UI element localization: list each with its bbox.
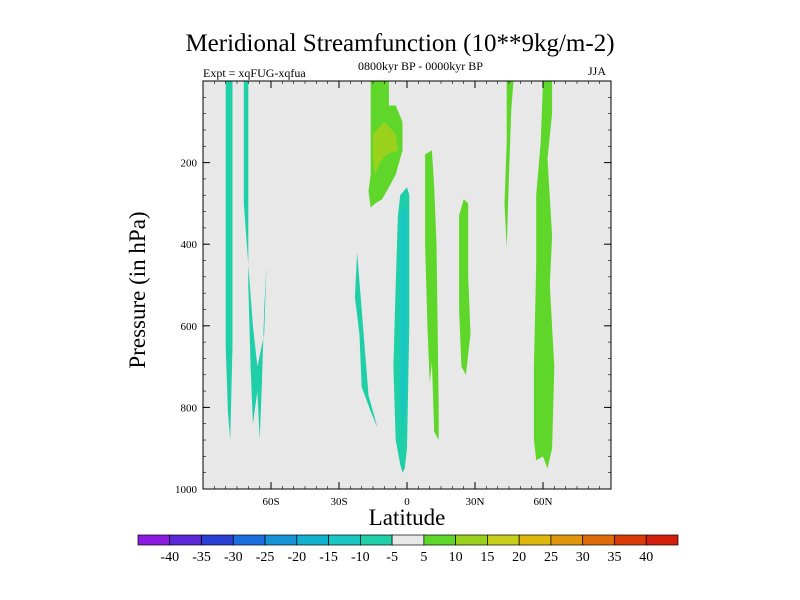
colorbar-swatch <box>645 534 679 546</box>
colorbar-swatch <box>137 534 171 546</box>
colorbar-swatch <box>360 534 393 546</box>
contour-region <box>425 150 439 440</box>
colorbar-label: -5 <box>386 550 398 565</box>
x-axis-label: Latitude <box>368 505 446 530</box>
colorbar-label: -20 <box>287 550 306 565</box>
colorbar-swatch <box>391 534 425 546</box>
colorbar-label: 30 <box>576 550 590 565</box>
colorbar-swatch <box>550 534 584 546</box>
x-tick-label: 30N <box>466 496 485 508</box>
contour-region <box>225 81 233 440</box>
experiment-label: Expt = xqFUG-xqfua <box>203 66 306 80</box>
colorbar-label: -40 <box>160 550 179 565</box>
y-tick-label: 600 <box>181 321 198 333</box>
y-tick-label: 1000 <box>175 484 198 496</box>
contour-region <box>533 81 555 469</box>
colorbar-swatch <box>296 534 329 546</box>
chart-title: Meridional Streamfunction (10**9kg/m-2) <box>185 30 615 57</box>
colorbar-swatch <box>455 534 488 546</box>
colorbar-swatch <box>614 534 647 546</box>
colorbar-swatch <box>582 534 615 546</box>
season-label: JJA <box>588 64 607 78</box>
colorbar-swatch <box>232 534 266 546</box>
colorbar-swatch <box>169 534 202 546</box>
x-tick-label: 60S <box>262 496 279 508</box>
colorbar-swatch <box>487 534 520 546</box>
x-tick-label: 60N <box>534 496 553 508</box>
colorbar-label: 15 <box>480 550 494 565</box>
colorbar-label: 40 <box>639 550 653 565</box>
colorbar-swatch <box>328 534 361 546</box>
colorbar-swatch <box>423 534 456 546</box>
colorbar-label: -10 <box>351 550 370 565</box>
contour-region <box>400 203 407 432</box>
y-tick-label: 800 <box>181 402 198 414</box>
colorbar-label: 25 <box>544 550 558 565</box>
colorbar-label: -25 <box>256 550 275 565</box>
contour-region <box>459 199 471 375</box>
contour-region <box>373 121 398 175</box>
y-tick-label: 200 <box>181 158 198 170</box>
x-tick-label: 0 <box>404 496 410 508</box>
colorbar-label: -30 <box>224 550 243 565</box>
colorbar-label: 10 <box>449 550 463 565</box>
colorbar-label: -35 <box>192 550 211 565</box>
colorbar-swatch <box>201 534 234 546</box>
contour-region <box>354 252 378 428</box>
colorbar-swatch <box>264 534 298 546</box>
y-tick-label: 400 <box>181 239 198 251</box>
x-tick-label: 30S <box>330 496 347 508</box>
colorbar-label: -15 <box>319 550 338 565</box>
contour-region <box>243 81 267 440</box>
contour-region <box>504 81 514 249</box>
colorbar-label: 35 <box>607 550 621 565</box>
colorbar-swatch <box>518 534 552 546</box>
colorbar-label: 5 <box>420 550 427 565</box>
colorbar-label: 20 <box>512 550 526 565</box>
period-label: 0800kyr BP - 0000kyr BP <box>358 59 483 73</box>
